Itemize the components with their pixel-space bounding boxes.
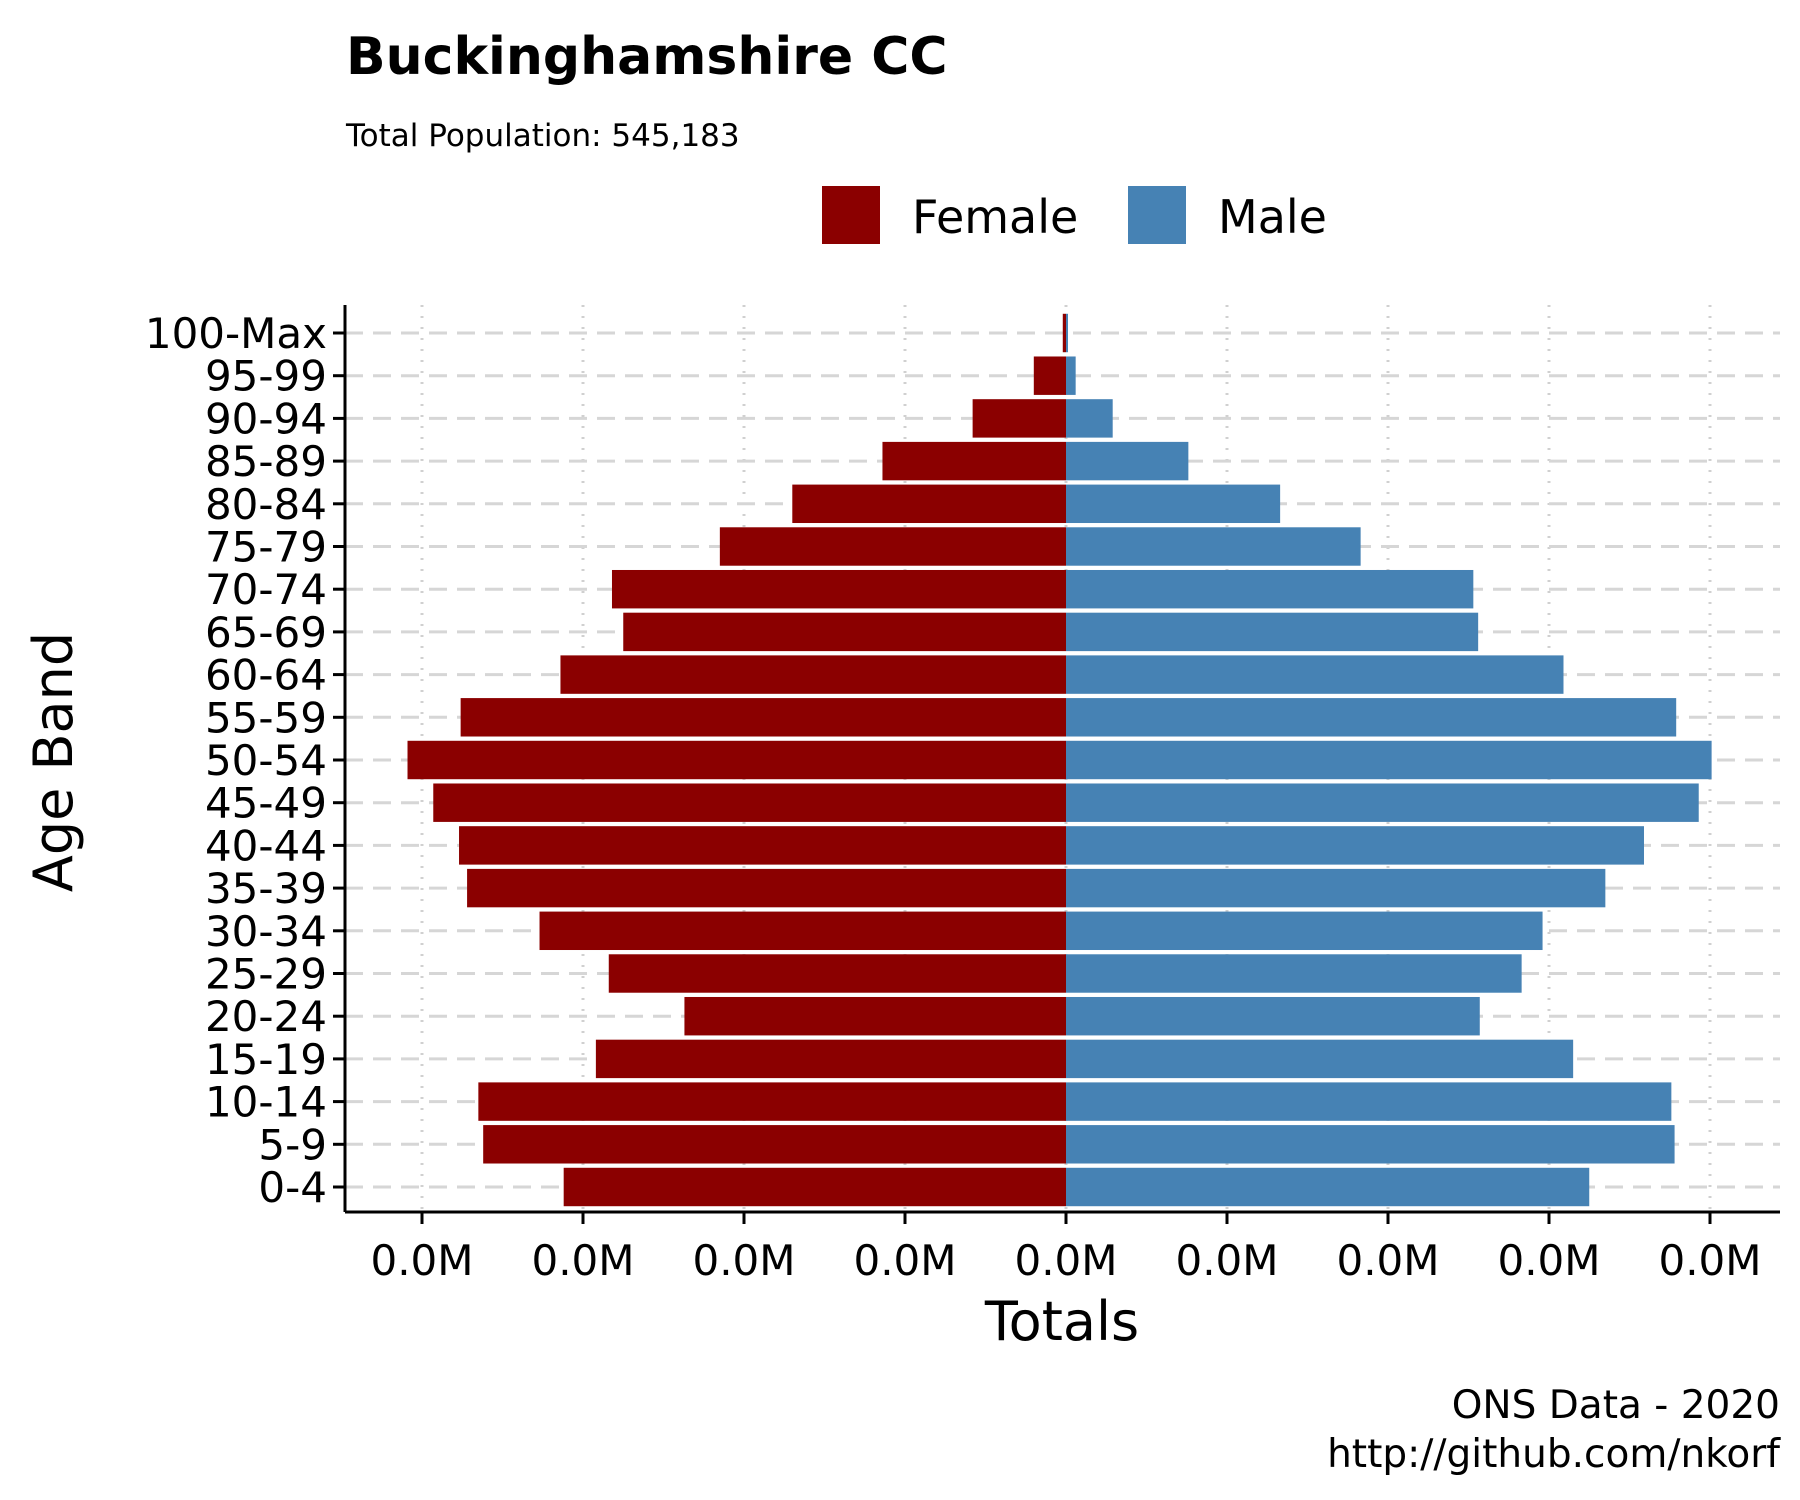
- bar-male-45-49: [1066, 783, 1699, 822]
- bar-male-15-19: [1066, 1039, 1574, 1079]
- y-tick-label-75-79: 75-79: [205, 523, 327, 572]
- y-tick-label-30-34: 30-34: [205, 907, 327, 956]
- bar-female-100-Max: [1062, 313, 1066, 353]
- bar-male-85-89: [1066, 441, 1189, 481]
- bar-female-15-19: [595, 1039, 1066, 1079]
- y-tick-label-100-Max: 100-Max: [145, 309, 327, 358]
- bar-female-20-24: [684, 996, 1066, 1036]
- bar-male-70-74: [1066, 569, 1474, 609]
- bar-male-55-59: [1066, 698, 1677, 737]
- bar-female-30-34: [539, 911, 1066, 951]
- bar-male-0-4: [1066, 1167, 1590, 1207]
- bar-female-85-89: [882, 441, 1066, 481]
- bar-female-40-44: [459, 826, 1066, 865]
- bar-female-35-39: [467, 868, 1067, 908]
- y-tick-label-95-99: 95-99: [205, 352, 327, 401]
- bar-male-5-9: [1066, 1125, 1675, 1164]
- x-tick-label-3: 0.0M: [853, 1236, 956, 1285]
- x-tick-label-8: 0.0M: [1658, 1236, 1761, 1285]
- x-tick-label-1: 0.0M: [531, 1236, 634, 1285]
- bar-male-95-99: [1066, 356, 1076, 395]
- bar-male-35-39: [1066, 868, 1606, 908]
- y-tick-label-40-44: 40-44: [205, 821, 327, 870]
- y-axis-title: Age Band: [22, 632, 85, 892]
- x-tick-label-4: 0.0M: [1014, 1236, 1117, 1285]
- y-tick-label-45-49: 45-49: [205, 779, 327, 828]
- x-tick-label-7: 0.0M: [1497, 1236, 1600, 1285]
- bar-female-45-49: [433, 783, 1066, 822]
- y-tick-label-10-14: 10-14: [205, 1078, 327, 1127]
- bar-female-95-99: [1033, 356, 1066, 395]
- legend-swatch-male: [1128, 186, 1186, 244]
- bar-female-55-59: [460, 698, 1066, 737]
- y-tick-label-25-29: 25-29: [205, 950, 327, 999]
- bar-male-65-69: [1066, 612, 1479, 652]
- x-tick-label-6: 0.0M: [1336, 1236, 1439, 1285]
- bar-male-10-14: [1066, 1082, 1672, 1121]
- bar-male-80-84: [1066, 484, 1281, 524]
- y-tick-labels: 0-45-910-1415-1920-2425-2930-3435-3940-4…: [145, 309, 327, 1212]
- y-tick-label-20-24: 20-24: [205, 992, 327, 1041]
- legend-label-female: Female: [912, 190, 1078, 244]
- bar-male-75-79: [1066, 527, 1361, 566]
- y-tick-label-55-59: 55-59: [205, 693, 327, 742]
- caption-url: http://github.com/nkorf: [1327, 1432, 1781, 1477]
- bar-female-60-64: [560, 655, 1066, 694]
- chart-title: Buckinghamshire CC: [346, 27, 948, 87]
- x-tick-label-0: 0.0M: [370, 1236, 473, 1285]
- bar-female-80-84: [792, 484, 1066, 524]
- bar-female-0-4: [563, 1167, 1066, 1207]
- x-tick-label-5: 0.0M: [1175, 1236, 1278, 1285]
- caption-source: ONS Data - 2020: [1452, 1383, 1780, 1428]
- legend-swatch-female: [822, 186, 880, 244]
- bar-female-5-9: [483, 1125, 1066, 1164]
- y-tick-label-50-54: 50-54: [205, 736, 327, 785]
- bar-female-70-74: [611, 569, 1066, 609]
- y-tick-label-70-74: 70-74: [205, 565, 327, 614]
- legend: Female Male: [822, 186, 1327, 244]
- bar-male-60-64: [1066, 655, 1564, 694]
- bar-female-75-79: [719, 527, 1066, 566]
- bar-male-20-24: [1066, 996, 1480, 1036]
- y-tick-label-15-19: 15-19: [205, 1035, 327, 1084]
- bar-female-50-54: [407, 740, 1066, 780]
- bar-male-30-34: [1066, 911, 1543, 951]
- bars: [407, 313, 1712, 1207]
- bar-female-10-14: [478, 1082, 1067, 1121]
- y-tick-label-0-4: 0-4: [258, 1163, 327, 1212]
- legend-label-male: Male: [1218, 190, 1327, 244]
- bar-female-25-29: [608, 954, 1066, 993]
- bar-male-50-54: [1066, 740, 1712, 780]
- bar-female-90-94: [972, 399, 1066, 438]
- x-tick-labels: 0.0M 0.0M 0.0M 0.0M 0.0M 0.0M 0.0M 0.0M 0.0M: [370, 1236, 1761, 1285]
- chart-subtitle: Total Population: 545,183: [345, 118, 740, 154]
- x-tick-label-2: 0.0M: [692, 1236, 795, 1285]
- y-tick-label-60-64: 60-64: [205, 651, 327, 700]
- bar-male-100-Max: [1066, 313, 1068, 353]
- bar-male-25-29: [1066, 954, 1522, 993]
- bar-male-40-44: [1066, 826, 1644, 865]
- y-tick-label-5-9: 5-9: [258, 1120, 327, 1169]
- bar-male-90-94: [1066, 399, 1113, 438]
- y-tick-label-90-94: 90-94: [205, 394, 327, 443]
- bar-female-65-69: [623, 612, 1066, 652]
- y-tick-label-65-69: 65-69: [205, 608, 327, 657]
- axes: [333, 305, 1780, 1224]
- y-tick-label-85-89: 85-89: [205, 437, 327, 486]
- y-tick-label-80-84: 80-84: [205, 480, 327, 529]
- x-axis-title: Totals: [984, 1290, 1139, 1353]
- y-tick-label-35-39: 35-39: [205, 864, 327, 913]
- plot-area: 0-45-910-1415-1920-2425-2930-3435-3940-4…: [145, 305, 1780, 1285]
